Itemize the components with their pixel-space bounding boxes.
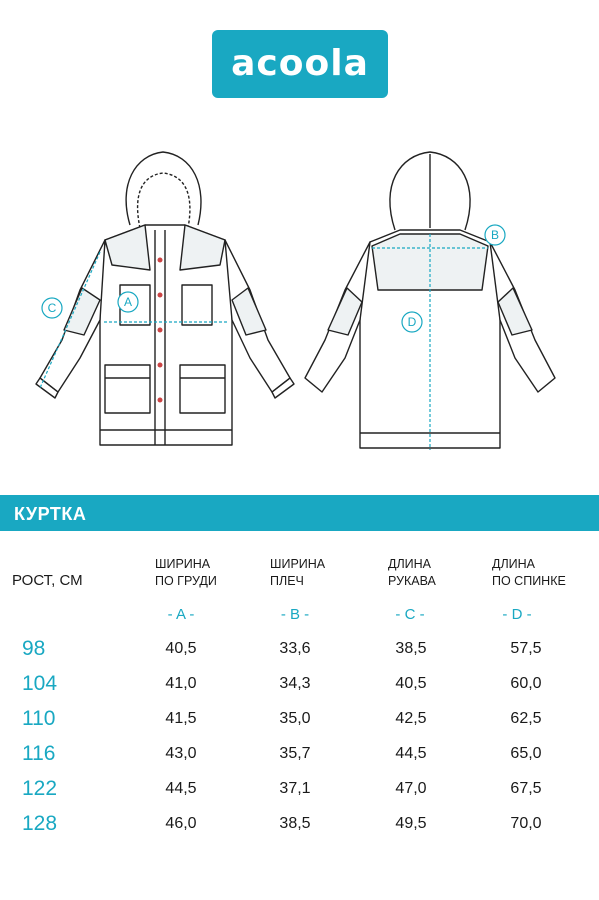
table-cell: 40,5 <box>165 640 197 657</box>
column-header-chest-width: ШИРИНА ПО ГРУДИ <box>155 557 217 588</box>
marker-b <box>484 224 506 246</box>
section-banner: КУРТКА <box>0 495 599 531</box>
column-code-b: - B - <box>280 606 310 623</box>
table-cell: 44,5 <box>395 745 427 762</box>
marker-a <box>117 291 139 313</box>
table-cell: 43,0 <box>165 745 197 762</box>
table-cell: 49,5 <box>395 815 427 832</box>
marker-c-label: C <box>48 301 57 315</box>
height-value: 128 <box>22 812 58 835</box>
table-cell: 42,5 <box>395 710 427 727</box>
height-value: 110 <box>22 707 56 730</box>
column-code-a: - A - <box>167 606 195 623</box>
marker-a-label: A <box>124 295 132 309</box>
height-value: 122 <box>22 777 58 800</box>
height-value: 116 <box>22 742 56 765</box>
table-cell: 46,0 <box>165 815 197 832</box>
table-cell: 57,5 <box>510 640 542 657</box>
column-code-c: - C - <box>395 606 425 623</box>
brand-logo-text: acoola <box>231 43 369 84</box>
column-header-back-length: ДЛИНА ПО СПИНКЕ <box>492 557 566 588</box>
table-cell: 41,0 <box>165 675 197 692</box>
table-cell: 34,3 <box>279 675 311 692</box>
table-cell: 37,1 <box>279 780 311 797</box>
table-cell: 35,7 <box>279 745 311 762</box>
marker-d-label: D <box>408 315 417 329</box>
height-value: 98 <box>22 637 46 660</box>
column-code-d: - D - <box>502 606 532 623</box>
table-cell: 65,0 <box>510 745 542 762</box>
height-value: 104 <box>22 672 58 695</box>
table-cell: 44,5 <box>165 780 197 797</box>
table-cell: 47,0 <box>395 780 427 797</box>
column-header-shoulder-width: ШИРИНА ПЛЕЧ <box>270 557 326 588</box>
table-cell: 60,0 <box>510 675 542 692</box>
jacket-front-sketch <box>35 151 295 446</box>
section-title: КУРТКА <box>14 504 87 524</box>
column-header-sleeve-length: ДЛИНА РУКАВА <box>388 557 436 588</box>
table-cell: 33,6 <box>279 640 311 657</box>
table-cell: 70,0 <box>510 815 542 832</box>
table-cell: 67,5 <box>510 780 542 797</box>
jacket-technical-drawing: A B C D <box>35 151 556 450</box>
table-cell: 62,5 <box>510 710 542 727</box>
brand-logo: acoola <box>212 30 388 98</box>
table-cell: 35,0 <box>279 710 311 727</box>
marker-b-label: B <box>491 228 499 242</box>
row-header: РОСТ, СМ <box>12 572 83 589</box>
table-cell: 38,5 <box>279 815 311 832</box>
table-cell: 41,5 <box>165 710 197 727</box>
table-cell: 40,5 <box>395 675 427 692</box>
table-cell: 38,5 <box>395 640 427 657</box>
marker-c <box>41 297 63 319</box>
marker-d <box>401 311 423 333</box>
